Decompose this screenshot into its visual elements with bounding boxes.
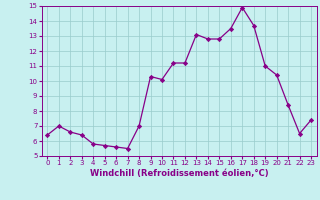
X-axis label: Windchill (Refroidissement éolien,°C): Windchill (Refroidissement éolien,°C) xyxy=(90,169,268,178)
